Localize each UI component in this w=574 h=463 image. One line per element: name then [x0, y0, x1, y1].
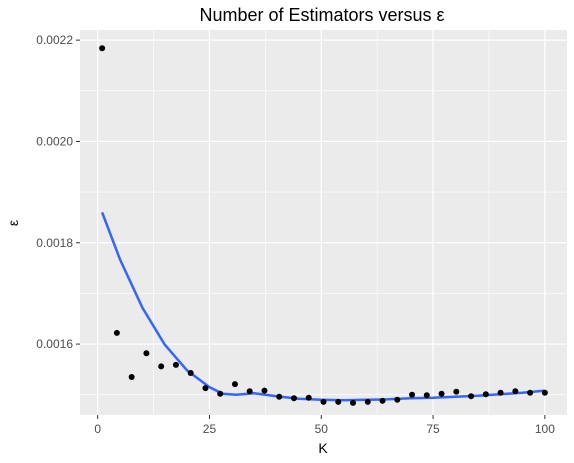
data-point: [202, 385, 209, 392]
data-point: [394, 396, 401, 403]
data-point: [335, 398, 342, 405]
y-tick-label: 0.0022: [36, 33, 73, 47]
minor-gridlines: [80, 30, 567, 415]
data-point: [99, 45, 106, 52]
y-axis: 0.0016 0.0018 0.0020 0.0022: [36, 33, 80, 351]
x-tick-label: 100: [535, 422, 555, 436]
x-axis: 0 25 50 75 100: [94, 415, 555, 436]
data-point: [143, 350, 150, 357]
data-point: [231, 381, 238, 388]
data-point: [512, 388, 519, 395]
y-tick-label: 0.0020: [36, 134, 73, 148]
plot-panel: [80, 30, 567, 415]
data-point: [172, 361, 179, 368]
data-point: [409, 391, 416, 398]
data-point: [497, 389, 504, 396]
x-tick-label: 25: [203, 422, 217, 436]
data-point: [379, 397, 386, 404]
data-point: [320, 398, 327, 405]
data-point: [305, 394, 312, 401]
data-point: [261, 387, 268, 394]
major-gridlines: [80, 30, 567, 415]
data-point: [128, 374, 135, 381]
data-point: [364, 398, 371, 405]
x-tick-label: 0: [94, 422, 101, 436]
data-point: [453, 388, 460, 395]
data-point: [290, 395, 297, 402]
y-tick-label: 0.0018: [36, 236, 73, 250]
data-point: [113, 329, 120, 336]
chart-title: Number of Estimators versus ε: [199, 5, 444, 25]
data-points: [99, 45, 548, 406]
data-point: [541, 389, 548, 396]
data-point: [468, 393, 475, 400]
x-axis-title: K: [318, 440, 328, 456]
data-point: [158, 363, 165, 370]
data-point: [350, 399, 357, 406]
x-tick-label: 75: [426, 422, 440, 436]
data-point: [276, 393, 283, 400]
x-tick-label: 50: [315, 422, 329, 436]
y-axis-title: ε: [5, 220, 21, 226]
data-point: [217, 390, 224, 397]
data-point: [438, 390, 445, 397]
data-point: [246, 388, 253, 395]
data-point: [527, 389, 534, 396]
data-point: [187, 369, 194, 376]
data-point: [423, 392, 430, 399]
y-tick-label: 0.0016: [36, 337, 73, 351]
data-point: [482, 391, 489, 398]
